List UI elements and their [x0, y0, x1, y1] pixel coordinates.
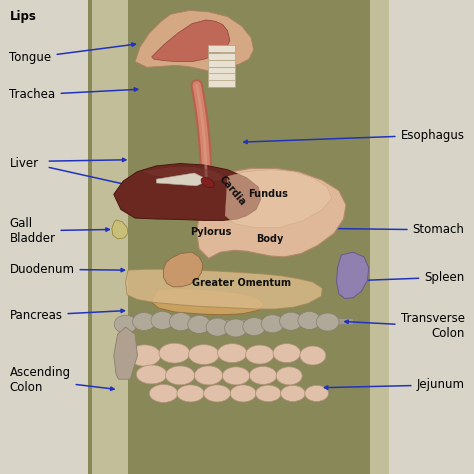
Ellipse shape: [222, 367, 250, 385]
Text: Liver: Liver: [9, 157, 38, 170]
Polygon shape: [152, 20, 230, 62]
Ellipse shape: [169, 313, 192, 331]
Ellipse shape: [281, 385, 305, 401]
Bar: [92, 0, 128, 474]
Text: Greater Omentum: Greater Omentum: [192, 278, 291, 288]
FancyBboxPatch shape: [208, 60, 235, 67]
Ellipse shape: [201, 177, 214, 188]
Bar: [370, 0, 389, 474]
Ellipse shape: [243, 318, 265, 336]
Polygon shape: [225, 170, 332, 228]
Ellipse shape: [218, 344, 247, 363]
Ellipse shape: [280, 312, 302, 330]
Bar: [88, 0, 389, 474]
Text: Gall
Bladder: Gall Bladder: [9, 217, 109, 245]
Polygon shape: [152, 288, 264, 315]
FancyBboxPatch shape: [208, 45, 235, 52]
Polygon shape: [126, 269, 322, 309]
Ellipse shape: [165, 366, 195, 385]
Ellipse shape: [177, 385, 204, 402]
Ellipse shape: [230, 385, 256, 402]
Ellipse shape: [300, 346, 326, 365]
Text: Spleen: Spleen: [361, 271, 465, 284]
Ellipse shape: [273, 344, 301, 363]
Ellipse shape: [298, 311, 321, 329]
FancyBboxPatch shape: [208, 53, 235, 60]
Text: Stomach: Stomach: [330, 223, 465, 237]
Polygon shape: [197, 168, 346, 258]
Polygon shape: [164, 252, 203, 287]
Ellipse shape: [194, 366, 223, 385]
Ellipse shape: [261, 315, 284, 333]
Text: Tongue: Tongue: [9, 43, 136, 64]
Ellipse shape: [114, 315, 137, 333]
Ellipse shape: [246, 345, 274, 364]
Ellipse shape: [255, 385, 281, 402]
Ellipse shape: [133, 312, 155, 330]
Text: Esophagus: Esophagus: [244, 128, 465, 144]
Polygon shape: [337, 252, 369, 299]
Polygon shape: [114, 327, 137, 379]
Ellipse shape: [224, 319, 247, 337]
Ellipse shape: [137, 365, 167, 384]
Polygon shape: [121, 319, 353, 327]
Text: Cardia: Cardia: [217, 173, 247, 208]
Ellipse shape: [305, 385, 328, 401]
Ellipse shape: [128, 345, 161, 366]
Ellipse shape: [188, 315, 210, 333]
Text: Fundus: Fundus: [248, 189, 288, 200]
Polygon shape: [156, 173, 209, 186]
Text: Trachea: Trachea: [9, 88, 138, 101]
Text: Duodenum: Duodenum: [9, 263, 125, 276]
Ellipse shape: [149, 384, 178, 402]
Ellipse shape: [206, 318, 229, 336]
Polygon shape: [112, 220, 128, 239]
Text: Pancreas: Pancreas: [9, 309, 125, 322]
FancyBboxPatch shape: [208, 80, 235, 87]
FancyBboxPatch shape: [208, 67, 235, 74]
Ellipse shape: [249, 366, 277, 384]
Ellipse shape: [276, 367, 302, 385]
Text: Ascending
Colon: Ascending Colon: [9, 366, 114, 394]
Ellipse shape: [316, 313, 339, 331]
Text: Transverse
Colon: Transverse Colon: [345, 312, 465, 340]
Text: Pylorus: Pylorus: [190, 227, 232, 237]
FancyBboxPatch shape: [208, 73, 235, 81]
Text: Body: Body: [256, 234, 284, 245]
Polygon shape: [114, 164, 261, 220]
Ellipse shape: [204, 385, 230, 402]
Polygon shape: [135, 10, 254, 72]
Ellipse shape: [188, 345, 219, 365]
Text: Lips: Lips: [9, 10, 36, 23]
Text: Jejunum: Jejunum: [324, 378, 465, 392]
Ellipse shape: [159, 343, 190, 363]
Ellipse shape: [151, 311, 173, 329]
Polygon shape: [142, 167, 228, 181]
